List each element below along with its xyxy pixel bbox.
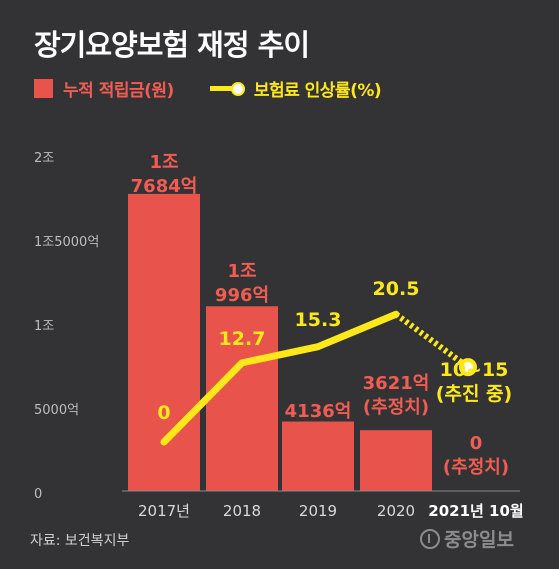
x-tick-label: 2020 (377, 502, 415, 520)
bar-value-label: 4136억 (285, 401, 352, 422)
bar (360, 430, 432, 491)
bar-value-label: 1조 (227, 261, 256, 282)
y-tick-label: 5000억 (34, 403, 79, 418)
legend-line-segment (209, 86, 234, 91)
rate-projection-label: 10~15 (440, 359, 509, 381)
bar-value-label: 0 (470, 433, 483, 454)
rate-projection-label: (추진 중) (436, 383, 512, 405)
y-tick-label: 1조5000억 (34, 235, 99, 250)
bar-value-label: 3621억 (363, 373, 430, 394)
rate-value-label: 0 (157, 402, 170, 424)
x-tick-label: 2018 (223, 502, 261, 520)
logo-text: 중앙일보 (444, 529, 514, 551)
legend-line-dot (230, 82, 245, 96)
rate-value-label: 15.3 (295, 309, 342, 331)
rate-value-label: 20.5 (373, 278, 420, 300)
legend-bar-swatch (34, 78, 53, 98)
bar-value-label: (추정치) (443, 457, 509, 478)
bar-value-label: 7684억 (131, 176, 198, 197)
bar-value-label: 996억 (215, 285, 269, 306)
rate-projection-dot (459, 358, 477, 377)
rate-value-label: 12.7 (219, 328, 266, 350)
legend: 누적 적립금(원) 보험료 인상률(%) (34, 76, 382, 101)
publisher-logo: 중앙일보 (420, 525, 514, 552)
x-tick-label: 2017년 (138, 502, 190, 520)
y-tick-label: 2조 (34, 151, 54, 166)
x-tick-label: 2019 (299, 502, 337, 520)
rate-line (160, 310, 400, 446)
bar-value-label: (추정치) (363, 397, 429, 418)
chart-title: 장기요양보험 재정 추이 (34, 28, 310, 62)
y-tick-label: 0 (34, 487, 42, 502)
source-note: 자료: 보건복지부 (30, 533, 130, 549)
bar (282, 421, 354, 491)
logo-icon (420, 528, 440, 549)
legend-bar-label: 누적 적립금(원) (63, 80, 174, 101)
y-tick-label: 1조 (34, 319, 54, 334)
x-tick-label: 2021년 10월 (428, 502, 523, 520)
legend-line-marker (209, 78, 246, 98)
rate-projection-line (394, 311, 470, 370)
bar-value-label: 1조 (149, 152, 178, 173)
bar (206, 306, 278, 491)
legend-line-label: 보험료 인상률(%) (253, 80, 382, 101)
bar (128, 193, 200, 491)
